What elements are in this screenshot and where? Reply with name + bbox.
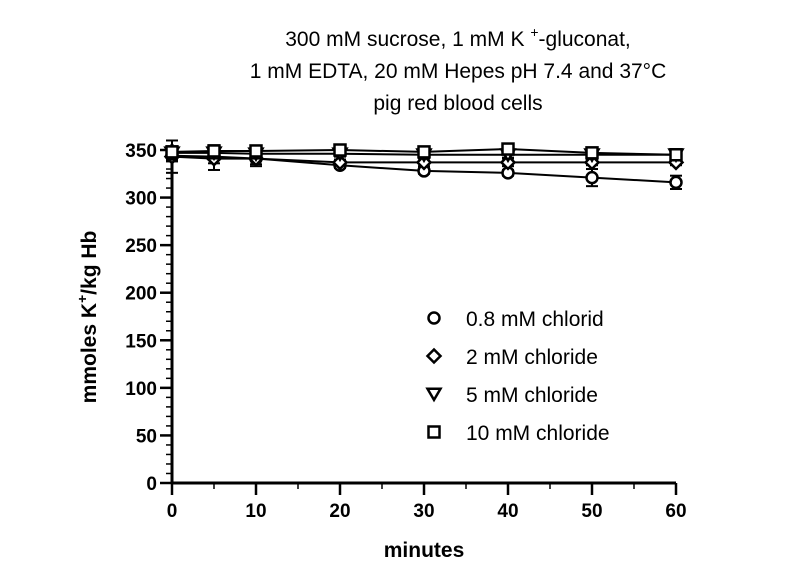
x-tick-label: 40 [497, 501, 518, 522]
y-tick-label: 100 [125, 379, 157, 400]
title-line-3: pig red blood cells [373, 92, 542, 115]
legend-label: 10 mM chloride [466, 422, 610, 445]
title-line-2: 1 mM EDTA, 20 mM Hepes pH 7.4 and 37°C [250, 60, 667, 83]
data-point [165, 145, 179, 159]
data-series [163, 139, 685, 191]
data-point [585, 146, 599, 160]
series-square [165, 142, 683, 162]
y-tick-label: 300 [125, 189, 157, 210]
y-axis-label: mmoles K+/kg Hb [74, 231, 101, 404]
legend-item: 2 mM chloride [425, 346, 598, 369]
data-point [585, 170, 599, 185]
x-tick-label: 60 [665, 501, 686, 522]
x-tick-label: 0 [167, 501, 178, 522]
x-tick-label: 30 [413, 501, 434, 522]
x-tick-label: 50 [581, 501, 602, 522]
data-point [207, 144, 221, 158]
data-point [417, 145, 431, 159]
legend-marker [427, 311, 441, 325]
title-line-1: 300 mM sucrose, 1 mM K +-gluconat, [285, 24, 631, 51]
data-point [669, 175, 683, 190]
series-line [171, 154, 677, 184]
x-tick-label: 20 [329, 501, 350, 522]
legend-marker [427, 425, 441, 439]
legend: 0.8 mM chlorid 2 mM chloride 5 mM chloride… [425, 308, 610, 445]
legend-item: 5 mM chloride [425, 384, 598, 407]
legend-label: 2 mM chloride [466, 346, 598, 369]
x-tick-label: 10 [245, 501, 266, 522]
legend-label: 0.8 mM chlorid [466, 308, 604, 331]
legend-marker [425, 347, 443, 365]
y-tick-label: 150 [125, 331, 157, 352]
series-line [172, 151, 676, 156]
legend-label: 5 mM chloride [466, 384, 598, 407]
x-axis-label: minutes [384, 539, 465, 562]
y-tick-label: 0 [146, 474, 157, 495]
y-tick-label: 50 [136, 426, 157, 447]
data-point [331, 154, 349, 171]
chart-title: 300 mM sucrose, 1 mM K +-gluconat, 1 mM … [250, 24, 667, 115]
data-point [669, 148, 683, 162]
legend-marker [425, 387, 443, 403]
data-point [249, 144, 263, 158]
y-tick-label: 350 [125, 141, 157, 162]
axes: 0 50 100 150 200 250 300 350 0 10 20 30 40 50 60 [125, 141, 686, 522]
y-tick-label: 200 [125, 284, 157, 305]
y-tick-label: 250 [125, 236, 157, 257]
data-point [501, 142, 515, 156]
data-point [333, 143, 347, 157]
legend-item: 10 mM chloride [427, 422, 610, 445]
series-line [171, 148, 677, 156]
legend-item: 0.8 mM chlorid [427, 308, 604, 331]
